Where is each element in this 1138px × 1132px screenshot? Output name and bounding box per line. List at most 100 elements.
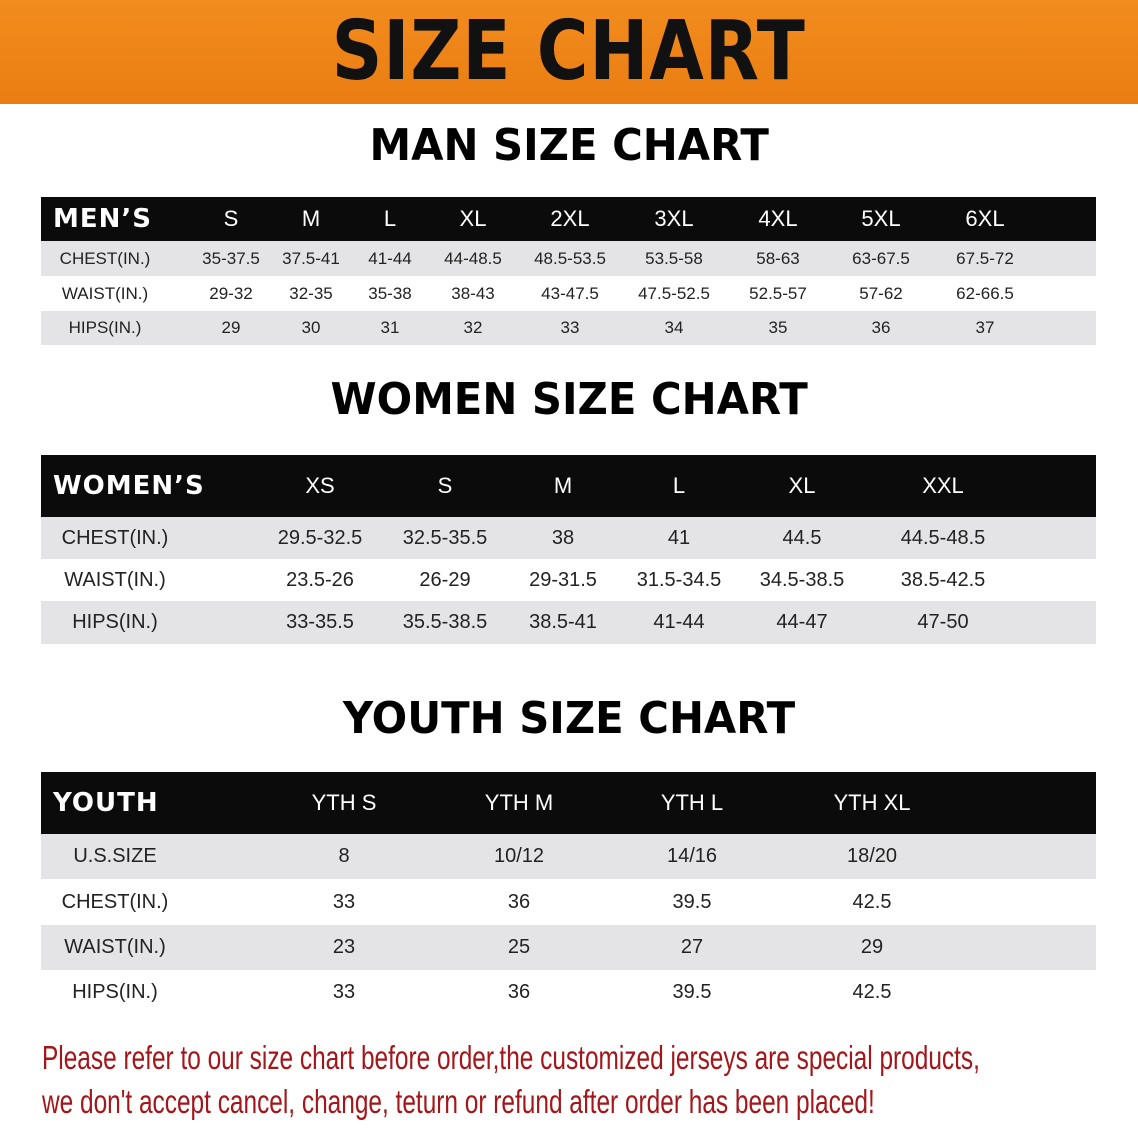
table-cell: 42.5 bbox=[852, 890, 892, 913]
table-cell: 47-50 bbox=[917, 611, 969, 633]
row-label: WAIST(IN.) bbox=[64, 568, 166, 591]
table-cell: 38.5-41 bbox=[529, 611, 597, 633]
table-cell: 43-47.5 bbox=[541, 283, 599, 303]
table-cell: 32.5-35.5 bbox=[402, 526, 488, 549]
table-row: HIPS(IN.) 33 36 39.5 42.5 bbox=[41, 970, 1096, 1015]
table-cell: 23 bbox=[332, 936, 356, 958]
table-cell: 41-44 bbox=[368, 248, 412, 268]
table-cell: 33 bbox=[332, 981, 356, 1003]
note-line-2: we don't accept cancel, change, teturn o… bbox=[42, 1083, 875, 1120]
row-label: HIPS(IN.) bbox=[68, 318, 142, 337]
table-cell: 29 bbox=[221, 318, 241, 337]
size-column-header: 2XL bbox=[550, 206, 590, 231]
header-label: YOUTH bbox=[53, 788, 159, 818]
table-row: WAIST(IN.) 23.5-26 26-29 29-31.5 31.5-34.5 34… bbox=[41, 559, 1096, 601]
table-cell: 37 bbox=[975, 318, 995, 337]
table-row: U.S.SIZE 8 10/12 14/16 18/20 bbox=[41, 834, 1096, 879]
size-column-header: 4XL bbox=[758, 206, 798, 231]
men-header-row: MEN’S S M L XL 2XL 3XL 4XL 5XL 6XL bbox=[41, 197, 1096, 241]
note-line-1: Please refer to our size chart before or… bbox=[42, 1039, 980, 1076]
header-label: WOMEN’S bbox=[53, 471, 205, 501]
youth-title-text: YOUTH SIZE CHART bbox=[342, 693, 796, 744]
table-cell: 37.5-41 bbox=[282, 248, 340, 268]
row-label: HIPS(IN.) bbox=[72, 981, 158, 1003]
women-title-text: WOMEN SIZE CHART bbox=[330, 374, 808, 425]
size-column-header: M bbox=[301, 206, 321, 231]
table-cell: 38-43 bbox=[451, 283, 495, 303]
women-section-title: WOMEN SIZE CHART bbox=[0, 374, 1138, 425]
row-label: HIPS(IN.) bbox=[72, 611, 158, 633]
table-row: CHEST(IN.) 29.5-32.5 32.5-35.5 38 41 44.5 44.5… bbox=[41, 517, 1096, 559]
row-label: CHEST(IN.) bbox=[61, 890, 169, 913]
size-column-header: 5XL bbox=[861, 206, 901, 231]
table-cell: 29.5-32.5 bbox=[277, 526, 363, 549]
table-cell: 53.5-58 bbox=[645, 248, 703, 268]
size-column-header: M bbox=[553, 473, 573, 498]
table-cell: 36 bbox=[507, 890, 531, 913]
size-column-header: XL bbox=[459, 206, 487, 231]
size-column-header: S bbox=[437, 473, 453, 498]
table-cell: 36 bbox=[871, 318, 891, 337]
size-column-header: XL bbox=[788, 473, 816, 498]
row-label: WAIST(IN.) bbox=[64, 936, 166, 958]
size-chart-banner: SIZE CHART bbox=[0, 0, 1138, 104]
youth-section-title: YOUTH SIZE CHART bbox=[0, 693, 1138, 744]
order-policy-note: Please refer to our size chart before or… bbox=[42, 1036, 980, 1124]
table-cell: 44-47 bbox=[776, 611, 828, 633]
youth-header-row: YOUTH YTH S YTH M YTH L YTH XL bbox=[41, 772, 1096, 834]
size-column-header: 3XL bbox=[654, 206, 694, 231]
table-row: CHEST(IN.) 33 36 39.5 42.5 bbox=[41, 879, 1096, 925]
table-cell: 44-48.5 bbox=[444, 248, 502, 268]
table-row: HIPS(IN.) 29 30 31 32 33 34 35 36 37 bbox=[41, 311, 1096, 345]
table-cell: 33 bbox=[560, 318, 580, 337]
table-cell: 39.5 bbox=[672, 981, 712, 1003]
men-title-text: MAN SIZE CHART bbox=[369, 120, 769, 171]
size-column-header: YTH M bbox=[484, 790, 554, 815]
header-label: MEN’S bbox=[53, 204, 152, 234]
size-column-header: L bbox=[672, 473, 686, 498]
size-column-header: L bbox=[383, 206, 397, 231]
table-cell: 44.5-48.5 bbox=[900, 526, 986, 549]
table-cell: 57-62 bbox=[859, 283, 903, 303]
table-cell: 29 bbox=[860, 936, 884, 958]
table-cell: 26-29 bbox=[419, 568, 471, 591]
table-cell: 29-31.5 bbox=[529, 568, 597, 591]
size-column-header: YTH L bbox=[660, 790, 724, 815]
women-size-table: WOMEN’S XS S M L XL XXL CHEST(IN.) 29.5-32.5 32.5… bbox=[41, 455, 1096, 644]
size-column-header: YTH S bbox=[311, 790, 377, 815]
table-cell: 31.5-34.5 bbox=[636, 568, 722, 591]
size-column-header: XS bbox=[305, 473, 335, 498]
men-size-table: MEN’S S M L XL 2XL 3XL 4XL 5XL 6XL CHEST(IN.) 35-37… bbox=[41, 197, 1096, 345]
women-header-row: WOMEN’S XS S M L XL XXL bbox=[41, 455, 1096, 517]
table-cell: 34.5-38.5 bbox=[759, 568, 845, 591]
table-cell: 18/20 bbox=[846, 845, 898, 867]
table-row: HIPS(IN.) 33-35.5 35.5-38.5 38.5-41 41-44 44-… bbox=[41, 601, 1096, 644]
table-cell: 52.5-57 bbox=[749, 283, 807, 303]
table-cell: 36 bbox=[507, 981, 531, 1003]
table-cell: 41 bbox=[667, 526, 691, 549]
row-label: WAIST(IN.) bbox=[61, 283, 149, 303]
men-section-title: MAN SIZE CHART bbox=[0, 120, 1138, 171]
table-row: WAIST(IN.) 23 25 27 29 bbox=[41, 925, 1096, 970]
row-label: U.S.SIZE bbox=[73, 845, 157, 867]
table-cell: 14/16 bbox=[666, 845, 718, 867]
table-cell: 44.5 bbox=[782, 526, 822, 549]
table-cell: 25 bbox=[507, 936, 531, 958]
table-cell: 62-66.5 bbox=[956, 283, 1014, 303]
youth-size-table: YOUTH YTH S YTH M YTH L YTH XL U.S.SIZE 8 10/12… bbox=[41, 772, 1096, 1015]
table-cell: 32-35 bbox=[289, 283, 333, 303]
table-cell: 42.5 bbox=[852, 981, 892, 1003]
table-cell: 27 bbox=[680, 936, 704, 958]
banner-title: SIZE CHART bbox=[331, 4, 807, 99]
size-column-header: YTH XL bbox=[833, 790, 911, 815]
table-cell: 35-38 bbox=[368, 283, 412, 303]
table-cell: 34 bbox=[664, 318, 684, 337]
size-column-header: S bbox=[223, 206, 239, 231]
table-cell: 10/12 bbox=[493, 845, 545, 867]
table-cell: 63-67.5 bbox=[852, 248, 910, 268]
row-label: CHEST(IN.) bbox=[61, 526, 169, 549]
table-cell: 33 bbox=[332, 890, 356, 913]
table-cell: 30 bbox=[301, 318, 321, 337]
table-cell: 8 bbox=[338, 845, 350, 867]
size-column-header: 6XL bbox=[965, 206, 1005, 231]
